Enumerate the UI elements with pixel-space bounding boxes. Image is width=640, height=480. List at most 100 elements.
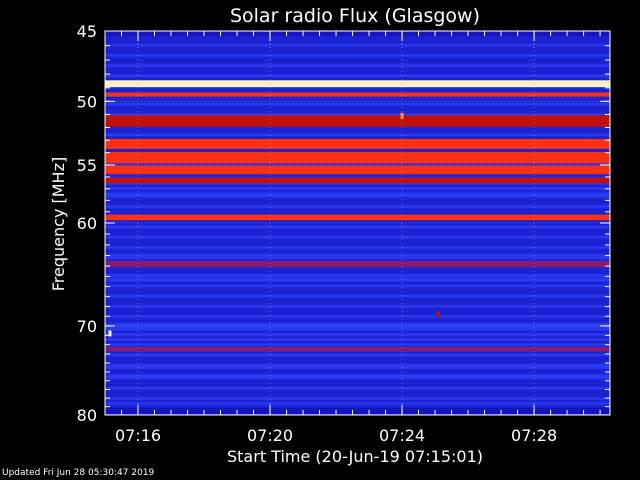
emission-band [105,31,610,37]
burst-mark [436,311,440,318]
spectrogram-row [105,102,610,106]
spectrogram-row [105,205,610,209]
emission-band [105,214,610,221]
spectrogram-row [105,61,610,65]
spectrogram-row [105,322,610,326]
spectrogram-row [105,182,610,186]
spectrogram-row [105,207,610,211]
spectrogram-row [105,317,610,321]
spectrogram-row [105,312,610,316]
chart-title: Solar radio Flux (Glasgow) [230,5,480,27]
spectrogram-row [105,112,610,116]
spectrogram-row [105,287,610,291]
spectrogram-row [105,402,610,406]
spectrogram-row [105,230,610,234]
spectrogram-row [105,368,610,372]
spectrogram-row [105,384,610,388]
emission-band [105,277,610,282]
spectrogram-row [105,148,610,152]
spectrogram-row [105,292,610,296]
spectrogram-row [105,258,610,262]
x-tick-label: 07:24 [379,426,425,445]
y-tick-label: 70 [77,317,97,336]
spectrogram-row [105,197,610,201]
spectrogram-row [105,391,610,396]
spectrogram-row [105,330,610,334]
spectrogram-row [105,54,610,58]
spectrogram-row [105,69,610,73]
plot-area [104,30,611,416]
spectrogram-row [105,107,610,111]
spectrogram-row [105,77,610,81]
spectrogram-row [105,315,610,319]
spectrogram-row [105,374,610,378]
y-axis-label: Frequency [MHz] [49,157,68,291]
y-tick-label: 50 [77,92,97,111]
spectrogram-row [105,361,610,365]
spectrogram-row [105,56,610,60]
spectrogram-row [105,189,610,193]
emission-band [105,407,610,415]
spectrogram-row [105,302,610,306]
spectrogram-row [105,333,610,337]
spectrogram-row [105,38,610,42]
spectrogram-row [105,297,610,301]
emission-band [105,177,610,184]
spectrogram-row [105,233,610,237]
spectrogram-row [105,199,610,204]
spectrogram-row [105,240,610,244]
y-tick-label: 60 [77,214,97,233]
spectrogram-row [105,294,610,298]
x-axis: 07:16 07:20 07:24 07:28 [104,31,601,445]
spectrogram-row [105,243,610,247]
spectrogram-row [105,310,610,314]
spectrogram-row [105,110,610,114]
spectrogram-row [105,363,610,367]
spectrogram-row [105,399,610,403]
spectrogram-row [105,376,610,380]
updated-timestamp: Updated Fri Jun 28 05:30:47 2019 [2,468,155,478]
emission-band [105,165,610,174]
emission-band [105,260,610,268]
spectrogram-row [105,36,610,40]
spectrogram-row [105,100,610,104]
spectrogram-row [105,248,610,252]
emission-band [105,92,610,97]
spectrogram-row [105,71,610,76]
emission-band [105,138,610,149]
spectrogram-row [105,223,610,227]
spectrogram-row [105,187,610,191]
spectrogram-row [105,299,610,303]
spectrogram-row [105,135,610,140]
spectrogram-row [105,394,610,398]
spectrogram-row [105,343,610,347]
spectrogram-row [105,130,610,134]
spectrogram-row [105,251,610,255]
spectrogram-row [105,48,610,52]
spectrogram-row [105,74,610,78]
y-tick-label: 80 [77,406,97,425]
spectrogram-row [105,389,610,393]
burst-mark [108,330,112,337]
spectrogram-row [105,202,610,206]
spectrogram-row [105,225,610,229]
spectrogram-row [105,235,610,239]
spectrogram-row [105,51,610,55]
emission-band [105,152,610,164]
x-tick-label: 07:20 [247,426,293,445]
spectrogram-row [105,133,610,137]
y-tick-label: 45 [77,22,97,41]
spectrogram-row [105,353,610,357]
spectrogram-row [105,404,610,408]
spectrogram-row [105,194,610,198]
emission-band [105,115,610,127]
spectrogram-row [105,128,610,132]
emission-band [105,346,610,352]
spectrogram-row [105,386,610,390]
x-tick-label: 07:28 [511,426,557,445]
spectrogram-row [105,192,610,196]
spectrogram-row [105,66,610,70]
spectrogram-row [105,281,610,285]
spectrogram-row [105,289,610,293]
spectrogram-row [105,59,610,63]
